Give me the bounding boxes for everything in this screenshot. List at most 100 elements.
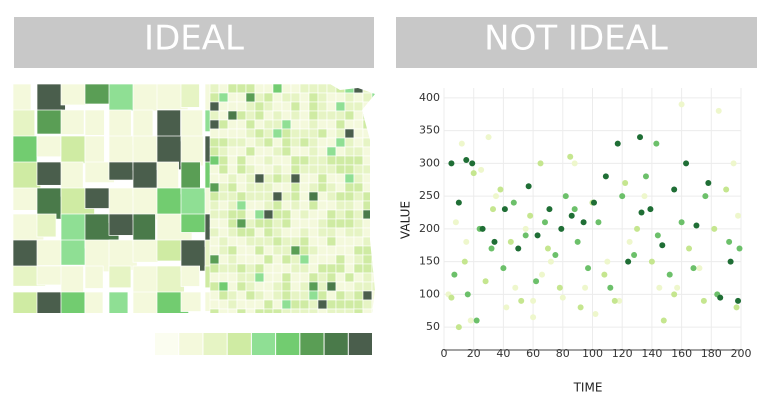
- county: [317, 245, 328, 256]
- county: [299, 173, 310, 184]
- county: [236, 308, 247, 313]
- point: [515, 245, 522, 252]
- county: [371, 290, 375, 301]
- scatter-plot: 50 100 150 200 250 300 350 400 0 20 40 60 80 100 120 14…: [419, 88, 752, 360]
- county: [227, 218, 238, 229]
- county: [371, 146, 375, 157]
- county: [281, 101, 292, 112]
- county: [209, 173, 220, 184]
- county: [236, 146, 247, 157]
- point: [654, 232, 661, 239]
- county: [236, 245, 247, 256]
- county: [290, 173, 301, 184]
- y-tick-label: 400: [419, 91, 440, 104]
- county: [281, 137, 292, 148]
- county: [263, 128, 274, 139]
- x-tick-label: 0: [441, 347, 448, 360]
- county: [245, 164, 256, 175]
- county: [227, 200, 238, 211]
- county: [326, 146, 337, 157]
- county: [317, 227, 328, 238]
- county: [335, 84, 346, 94]
- county: [326, 110, 337, 121]
- county: [218, 101, 229, 112]
- point: [470, 170, 477, 177]
- county: [371, 236, 375, 247]
- county: [371, 209, 375, 220]
- county: [263, 92, 274, 103]
- county: [299, 209, 310, 220]
- county: [308, 236, 319, 247]
- county: [272, 182, 283, 193]
- county: [317, 299, 328, 310]
- county: [290, 164, 301, 175]
- county: [335, 146, 346, 157]
- county: [108, 291, 129, 313]
- county: [317, 110, 328, 121]
- county: [326, 308, 337, 313]
- point: [666, 271, 673, 278]
- county: [353, 236, 364, 247]
- legend-swatch: [251, 333, 276, 355]
- legend-swatch: [276, 333, 300, 355]
- county: [236, 200, 247, 211]
- county: [335, 281, 346, 292]
- point: [693, 222, 700, 229]
- county: [326, 137, 337, 148]
- county: [371, 155, 375, 166]
- county: [290, 272, 301, 283]
- county: [344, 128, 355, 139]
- county: [281, 200, 292, 211]
- county: [209, 164, 220, 175]
- county: [299, 236, 310, 247]
- county: [362, 209, 373, 220]
- county: [281, 245, 292, 256]
- county: [245, 308, 256, 313]
- legend-swatch: [227, 333, 251, 355]
- county: [371, 173, 375, 184]
- county: [371, 92, 375, 103]
- county: [335, 137, 346, 148]
- header-box: [14, 17, 374, 68]
- county: [218, 245, 229, 256]
- point: [674, 284, 681, 291]
- point: [607, 284, 614, 291]
- point: [448, 294, 455, 301]
- county: [209, 218, 220, 229]
- county: [299, 218, 310, 229]
- county: [245, 173, 256, 184]
- county: [353, 254, 364, 265]
- county: [335, 164, 346, 175]
- county: [209, 245, 220, 256]
- county: [290, 101, 301, 112]
- point: [641, 193, 648, 200]
- county: [236, 290, 247, 301]
- point: [683, 160, 690, 167]
- point: [452, 219, 459, 226]
- point: [503, 304, 510, 311]
- county: [353, 263, 364, 274]
- county: [353, 155, 364, 166]
- y-tick-label: 250: [419, 189, 440, 202]
- county: [362, 128, 373, 139]
- county: [308, 92, 319, 103]
- county: [209, 263, 220, 274]
- point: [482, 278, 489, 285]
- point: [678, 219, 685, 226]
- county: [326, 254, 337, 265]
- point: [696, 265, 703, 272]
- county: [245, 146, 256, 157]
- county: [308, 200, 319, 211]
- county: [218, 146, 229, 157]
- county: [344, 155, 355, 166]
- county: [254, 308, 265, 313]
- county: [272, 101, 283, 112]
- county: [236, 227, 247, 238]
- county: [317, 236, 328, 247]
- county: [362, 245, 373, 256]
- county: [227, 128, 238, 139]
- point: [711, 225, 718, 232]
- county: [353, 281, 364, 292]
- point: [574, 238, 581, 245]
- county: [371, 227, 375, 238]
